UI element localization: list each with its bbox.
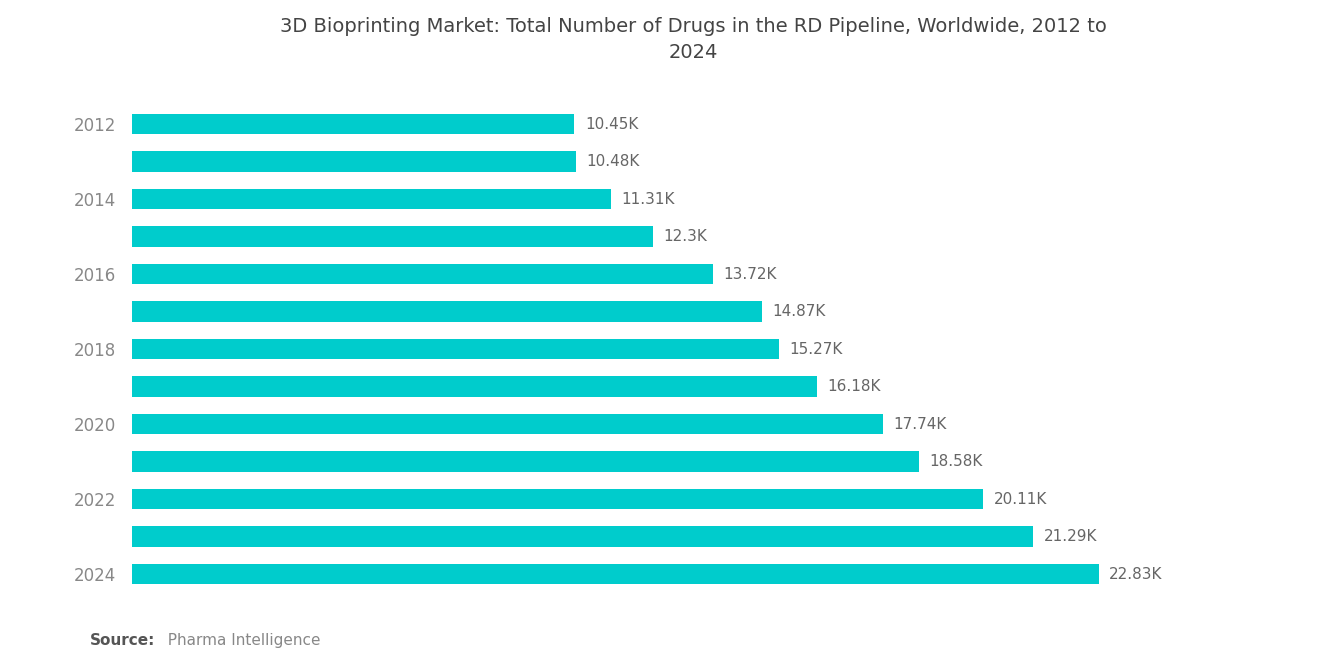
Bar xyxy=(132,189,611,209)
Text: 10.45K: 10.45K xyxy=(585,116,639,132)
Text: 12.3K: 12.3K xyxy=(664,229,708,244)
Bar xyxy=(132,338,779,360)
Text: 11.31K: 11.31K xyxy=(622,192,675,207)
Text: 16.18K: 16.18K xyxy=(828,379,882,394)
Text: Source:: Source: xyxy=(90,633,156,648)
Text: 10.48K: 10.48K xyxy=(586,154,640,169)
Bar xyxy=(132,152,576,172)
Bar xyxy=(132,376,817,397)
Bar xyxy=(132,526,1034,547)
Text: 21.29K: 21.29K xyxy=(1044,529,1097,544)
Text: 18.58K: 18.58K xyxy=(929,454,982,469)
Text: 20.11K: 20.11K xyxy=(994,491,1047,507)
Bar xyxy=(132,226,653,247)
Bar xyxy=(132,114,574,134)
Title: 3D Bioprinting Market: Total Number of Drugs in the RD Pipeline, Worldwide, 2012: 3D Bioprinting Market: Total Number of D… xyxy=(280,17,1106,62)
Text: 13.72K: 13.72K xyxy=(723,267,777,281)
Text: 15.27K: 15.27K xyxy=(789,342,842,356)
Bar xyxy=(132,489,983,509)
Bar xyxy=(132,264,713,285)
Bar xyxy=(132,414,883,434)
Text: 17.74K: 17.74K xyxy=(894,417,946,432)
Bar xyxy=(132,301,762,322)
Bar xyxy=(132,452,919,472)
Bar xyxy=(132,564,1098,585)
Text: Pharma Intelligence: Pharma Intelligence xyxy=(158,633,321,648)
Text: 22.83K: 22.83K xyxy=(1109,567,1163,582)
Text: 14.87K: 14.87K xyxy=(772,304,825,319)
